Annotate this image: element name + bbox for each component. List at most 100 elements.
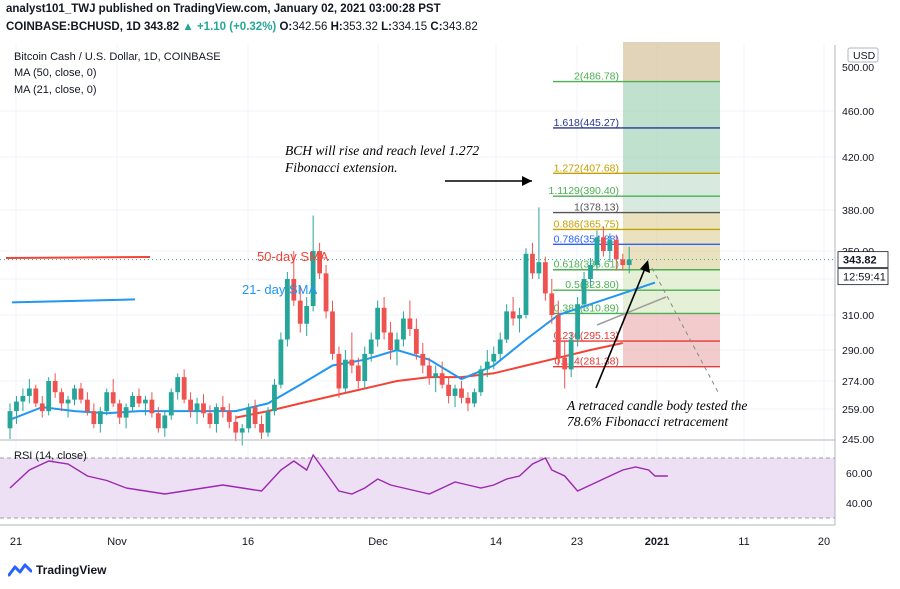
symbol-label: COINBASE:BCHUSD, 1D 343.82: [6, 21, 180, 33]
candle-body-80: [523, 253, 529, 315]
candle-body-32: [214, 407, 219, 424]
candle-body-74: [484, 361, 490, 370]
rsi-legend[interactable]: RSI (14, close): [14, 450, 87, 462]
candle-body-70: [459, 388, 464, 398]
candle-body-69: [452, 388, 458, 396]
candle-body-53: [349, 359, 355, 366]
price-tick-310.00: 310.00: [842, 310, 874, 322]
candle-body-48: [317, 251, 322, 274]
price-tick-245.00: 245.00: [842, 434, 874, 446]
fib-zone-3: [623, 212, 720, 270]
series-title[interactable]: Bitcoin Cash / U.S. Dollar, 1D, COINBASE: [14, 51, 221, 63]
grid-lines: [0, 45, 835, 520]
open-label: O:: [279, 21, 293, 33]
tradingview-footer[interactable]: TradingView: [8, 563, 106, 577]
candle-body-39: [259, 424, 264, 433]
candle-body-72: [472, 392, 477, 404]
fib-label-1.618: 1.618(445.27): [554, 117, 619, 129]
candle-body-10: [72, 388, 77, 400]
price-tick-290.00: 290.00: [842, 345, 874, 357]
high-value: 353.32: [342, 21, 378, 33]
fib-label-1.272: 1.272(407.68): [554, 162, 619, 174]
fib-zone-4: [623, 269, 720, 314]
annotation-top-1: BCH will rise and reach level 1.272: [285, 143, 479, 158]
candle-body-4: [33, 388, 39, 404]
candle-body-59: [388, 332, 393, 350]
candle-body-33: [220, 407, 226, 412]
chart-text-labels: BCH will rise and reach level 1.272 Fibon…: [242, 143, 747, 429]
open-value: 342.56: [292, 21, 328, 33]
candlesticks: [7, 207, 632, 446]
change-label: ▲ +1.10 (+0.32%): [182, 21, 277, 33]
candle-body-89: [581, 279, 587, 305]
candle-body-8: [59, 392, 64, 404]
candle-body-26: [175, 377, 181, 393]
countdown-label: 12:59:41: [843, 272, 886, 284]
rsi-pane: [0, 453, 835, 519]
time-tick-Dec: Dec: [368, 536, 388, 548]
candle-body-21: [143, 399, 148, 404]
candle-body-7: [52, 381, 58, 393]
candle-body-40: [265, 411, 271, 433]
candle-body-1: [14, 401, 19, 412]
ma50-early-segment: [5, 256, 151, 259]
candle-body-41: [272, 384, 277, 412]
price-tick-259.00: 259.00: [842, 404, 874, 416]
time-tick-23: 23: [571, 536, 583, 548]
candle-body-56: [368, 339, 374, 354]
candle-body-60: [394, 339, 400, 350]
candle-body-82: [536, 262, 542, 274]
candle-body-54: [355, 365, 361, 381]
rsi-tick-60.00: 60.00: [846, 468, 872, 480]
price-tick-500.00: 500.00: [842, 62, 874, 74]
candle-body-34: [226, 411, 232, 422]
candle-body-24: [162, 415, 168, 429]
tradingview-brand: TradingView: [36, 563, 107, 577]
rsi-line: [9, 453, 668, 495]
candle-body-75: [491, 353, 497, 362]
fib-label-1.1129: 1.1129(390.40): [549, 185, 619, 197]
time-tick-Nov: Nov: [107, 536, 127, 548]
ma50-legend[interactable]: MA (50, close, 0): [14, 67, 97, 79]
candle-body-15: [104, 392, 110, 412]
candle-body-68: [446, 384, 451, 396]
arrow-up-head: [640, 260, 650, 273]
candle-body-83: [542, 262, 548, 294]
low-value: 334.15: [392, 21, 428, 33]
publish-info: analyst101_TWJ published on TradingView.…: [6, 3, 441, 15]
price-tick-420.00: 420.00: [842, 152, 874, 164]
candle-body-57: [375, 307, 381, 340]
low-label: L:: [381, 21, 393, 33]
ma50-label: 50-day SMA: [257, 249, 329, 264]
time-tick-11: 11: [738, 536, 749, 548]
ma21-legend[interactable]: MA (21, close, 0): [14, 84, 97, 96]
rsi-tick-40.00: 40.00: [846, 498, 872, 510]
time-tick-20: 20: [818, 536, 830, 548]
candle-body-25: [168, 392, 174, 416]
candle-body-84: [549, 293, 555, 315]
fib-label-0.886: 0.886(365.75): [554, 218, 619, 230]
candle-body-65: [426, 365, 432, 378]
candle-body-58: [381, 307, 387, 333]
candle-body-52: [343, 359, 348, 389]
price-tick-380.00: 380.00: [842, 205, 874, 217]
candle-body-18: [123, 407, 129, 418]
arrow-up-shaft: [595, 265, 647, 389]
candle-body-42: [278, 339, 284, 385]
candle-body-88: [575, 304, 580, 340]
candle-body-22: [149, 399, 155, 414]
candle-body-17: [117, 403, 123, 418]
ma21-label: 21- day SMA: [242, 282, 317, 297]
time-tick-2021: 2021: [645, 536, 669, 548]
candle-body-93: [607, 240, 613, 251]
last-price-box: [837, 251, 889, 269]
candle-body-43: [284, 279, 290, 340]
price-tick-460.00: 460.00: [842, 106, 874, 118]
fibonacci-extension-zones: [623, 42, 720, 367]
countdown-box: [837, 268, 889, 286]
candle-body-35: [233, 421, 239, 433]
last-price-label: 343.82: [843, 255, 877, 267]
candle-body-13: [91, 411, 97, 424]
rsi-band: [0, 458, 835, 518]
